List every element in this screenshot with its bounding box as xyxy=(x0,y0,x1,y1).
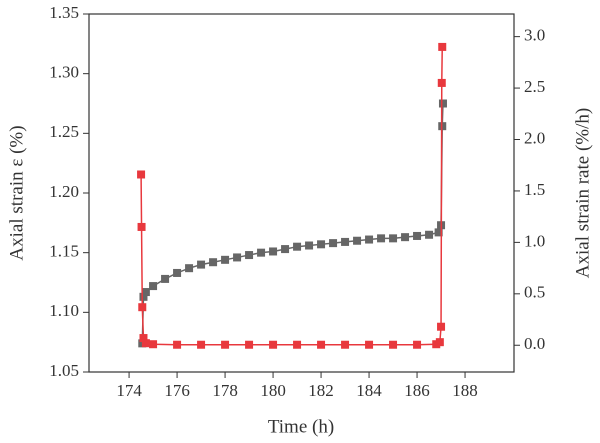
point xyxy=(401,233,410,242)
point xyxy=(317,240,326,249)
point xyxy=(141,339,150,348)
point xyxy=(438,42,447,51)
plot-frame xyxy=(88,13,515,373)
point xyxy=(269,340,278,349)
point xyxy=(221,340,230,349)
point xyxy=(137,170,146,179)
point xyxy=(209,258,218,267)
point xyxy=(221,255,230,264)
y-tick-label: 1.30 xyxy=(49,63,79,82)
x-tick-label: 182 xyxy=(308,381,334,400)
point xyxy=(341,237,350,246)
y2-tick-label: 0.5 xyxy=(524,283,545,302)
point xyxy=(161,274,170,283)
y-axis-title: Axial strain ε (%) xyxy=(6,125,27,260)
point xyxy=(435,338,444,347)
point xyxy=(329,239,338,248)
y-tick-label: 1.35 xyxy=(49,3,79,22)
point xyxy=(293,340,302,349)
y-tick-label: 1.05 xyxy=(49,361,79,380)
point xyxy=(137,222,146,231)
point xyxy=(365,340,374,349)
y-tick-label: 1.25 xyxy=(49,122,79,141)
point xyxy=(437,322,446,331)
point xyxy=(139,334,148,343)
point xyxy=(139,292,148,301)
point xyxy=(233,253,242,262)
x-tick-label: 180 xyxy=(260,381,286,400)
series-line xyxy=(141,103,444,344)
point xyxy=(425,230,434,239)
x-tick-label: 178 xyxy=(212,381,238,400)
point xyxy=(269,247,278,256)
point xyxy=(281,245,290,254)
y2-tick-label: 2.5 xyxy=(524,77,545,96)
point xyxy=(353,236,362,245)
x-tick-label: 184 xyxy=(356,381,382,400)
y2-tick-label: 3.0 xyxy=(524,26,545,45)
x-tick-label: 176 xyxy=(164,381,190,400)
point xyxy=(149,282,158,291)
x-tick-label: 174 xyxy=(116,381,142,400)
point xyxy=(377,234,386,243)
point xyxy=(173,268,182,277)
point xyxy=(293,242,302,251)
y2-tick-label: 0.0 xyxy=(524,334,545,353)
point xyxy=(138,303,147,312)
point xyxy=(185,264,194,273)
point xyxy=(341,340,350,349)
x-tick-label: 188 xyxy=(452,381,478,400)
point xyxy=(437,78,446,87)
point xyxy=(365,235,374,244)
point xyxy=(257,248,266,257)
y2-tick-label: 2.0 xyxy=(524,128,545,147)
y2-tick-label: 1.5 xyxy=(524,180,545,199)
point xyxy=(413,231,422,240)
y2-tick-label: 1.0 xyxy=(524,231,545,250)
point xyxy=(197,340,206,349)
y-tick-label: 1.20 xyxy=(49,182,79,201)
point xyxy=(245,340,254,349)
x-tick-label: 186 xyxy=(404,381,430,400)
point xyxy=(197,260,206,269)
y-tick-label: 1.15 xyxy=(49,242,79,261)
point xyxy=(149,340,158,349)
series-line xyxy=(140,46,443,346)
point xyxy=(434,228,443,237)
point xyxy=(305,241,314,250)
point xyxy=(141,288,150,297)
point xyxy=(389,234,398,243)
point xyxy=(173,340,182,349)
point xyxy=(245,251,254,260)
x-axis-title: Time (h) xyxy=(268,416,334,437)
point xyxy=(438,99,447,108)
point xyxy=(413,340,422,349)
point xyxy=(389,340,398,349)
y2-axis-title: Axial strain rate (%/h) xyxy=(572,108,593,278)
y-tick-label: 1.10 xyxy=(49,301,79,320)
point xyxy=(317,340,326,349)
